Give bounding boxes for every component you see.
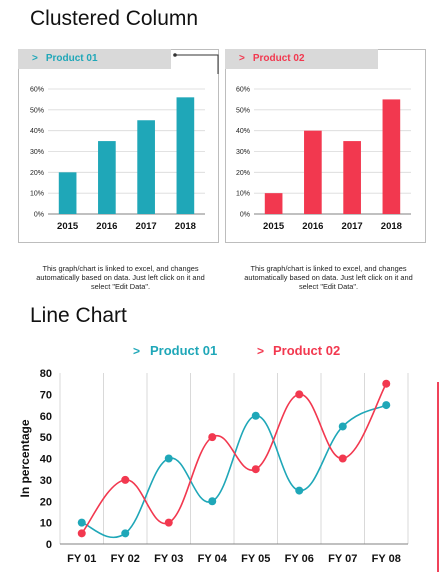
x-tick-label: FY 06: [285, 553, 314, 565]
y-tick-label: 80: [40, 368, 52, 380]
product02-tab-label: Product 02: [252, 53, 305, 64]
x-tick-label: 2018: [175, 221, 196, 232]
bar: [382, 99, 401, 214]
data-point: [382, 401, 391, 410]
bar: [176, 97, 195, 214]
line-chart-legend: > Product 01 > Product 02: [133, 343, 340, 358]
data-point: [338, 422, 347, 431]
series-line: [81, 404, 387, 539]
x-tick-label: 2016: [302, 221, 323, 232]
data-point: [338, 454, 347, 463]
product01-tab[interactable]: > Product 01: [18, 49, 171, 69]
y-axis-label: In percentage: [18, 419, 32, 497]
y-tick-label: 30%: [236, 149, 250, 156]
y-tick-label: 40%: [30, 128, 44, 135]
x-tick-label: FY 01: [67, 553, 96, 565]
connector-line: [175, 54, 219, 74]
legend-product02: Product 02: [273, 343, 340, 358]
y-tick-label: 50: [40, 432, 52, 444]
y-tick-label: 70: [40, 389, 52, 401]
legend-chevron-icon: >: [257, 344, 264, 358]
y-tick-label: 40: [40, 454, 52, 466]
bar: [137, 120, 155, 214]
column-charts-overlay: 0% 10% 20% 30% 40% 50% 60% 2015 2016 2017 2018 0% 1…: [30, 87, 411, 232]
x-tick-label: FY 08: [372, 553, 401, 565]
data-point: [77, 518, 86, 527]
x-tick-label: FY 03: [154, 553, 183, 565]
y-tick-label: 20: [40, 496, 52, 508]
data-point: [77, 529, 86, 538]
data-point: [251, 411, 260, 420]
left-chart-note: This graph/chart is linked to excel, and…: [36, 264, 205, 291]
y-tick-label: 10%: [30, 191, 44, 198]
y-tick-label: 30%: [30, 149, 44, 156]
x-tick-label: 2015: [57, 221, 79, 232]
y-tick-label: 30: [40, 475, 52, 487]
data-point: [208, 433, 217, 442]
bar: [264, 193, 283, 214]
x-tick-label: 2017: [136, 221, 157, 232]
line-chart[interactable]: > Product 01 > Product 02 0 10 20 30 40 50 60 7…: [0, 330, 442, 572]
y-tick-label: 40%: [236, 128, 250, 135]
y-tick-label: 60%: [30, 87, 44, 94]
bar: [304, 130, 322, 214]
y-tick-label: 50%: [236, 107, 250, 114]
bar: [58, 172, 77, 214]
legend-chevron-icon: >: [133, 344, 140, 358]
clustered-column-title: Clustered Column: [30, 7, 199, 30]
data-point: [121, 475, 130, 484]
data-point: [164, 518, 173, 527]
data-point: [295, 390, 304, 399]
bar: [98, 141, 116, 214]
y-tick-label: 10: [40, 518, 52, 530]
product01-tab-label: Product 01: [45, 53, 98, 64]
chevron-right-icon: >: [32, 53, 38, 64]
x-tick-label: FY 04: [198, 553, 228, 565]
connector-dot: [173, 53, 177, 57]
x-tick-label: 2016: [96, 221, 117, 232]
x-tick-label: 2018: [381, 221, 402, 232]
data-point: [208, 497, 217, 506]
right-chart-note: This graph/chart is linked to excel, and…: [244, 264, 413, 291]
data-point: [251, 465, 260, 474]
y-tick-label: 50%: [30, 107, 44, 114]
y-tick-label: 20%: [30, 170, 44, 177]
x-tick-label: FY 05: [241, 553, 270, 565]
legend-product01: Product 01: [150, 343, 217, 358]
bar: [343, 141, 361, 214]
y-tick-label: 20%: [236, 170, 250, 177]
x-tick-label: 2015: [263, 221, 285, 232]
chevron-right-icon: >: [239, 53, 245, 64]
product02-tab[interactable]: > Product 02: [225, 49, 378, 69]
y-tick-label: 60: [40, 411, 52, 423]
data-point: [382, 379, 391, 388]
x-tick-label: FY 07: [328, 553, 357, 565]
x-tick-label: FY 02: [111, 553, 140, 565]
x-tick-label: 2017: [342, 221, 363, 232]
series-line: [81, 383, 387, 534]
y-tick-label: 0: [46, 539, 52, 551]
data-point: [121, 529, 130, 538]
data-point: [295, 486, 304, 495]
y-tick-label: 10%: [236, 191, 250, 198]
y-tick-label: 0%: [240, 212, 250, 219]
line-chart-title: Line Chart: [30, 304, 127, 327]
y-tick-label: 0%: [34, 212, 44, 219]
accent-bar: [437, 382, 439, 572]
data-point: [164, 454, 173, 463]
y-tick-label: 60%: [236, 87, 250, 94]
